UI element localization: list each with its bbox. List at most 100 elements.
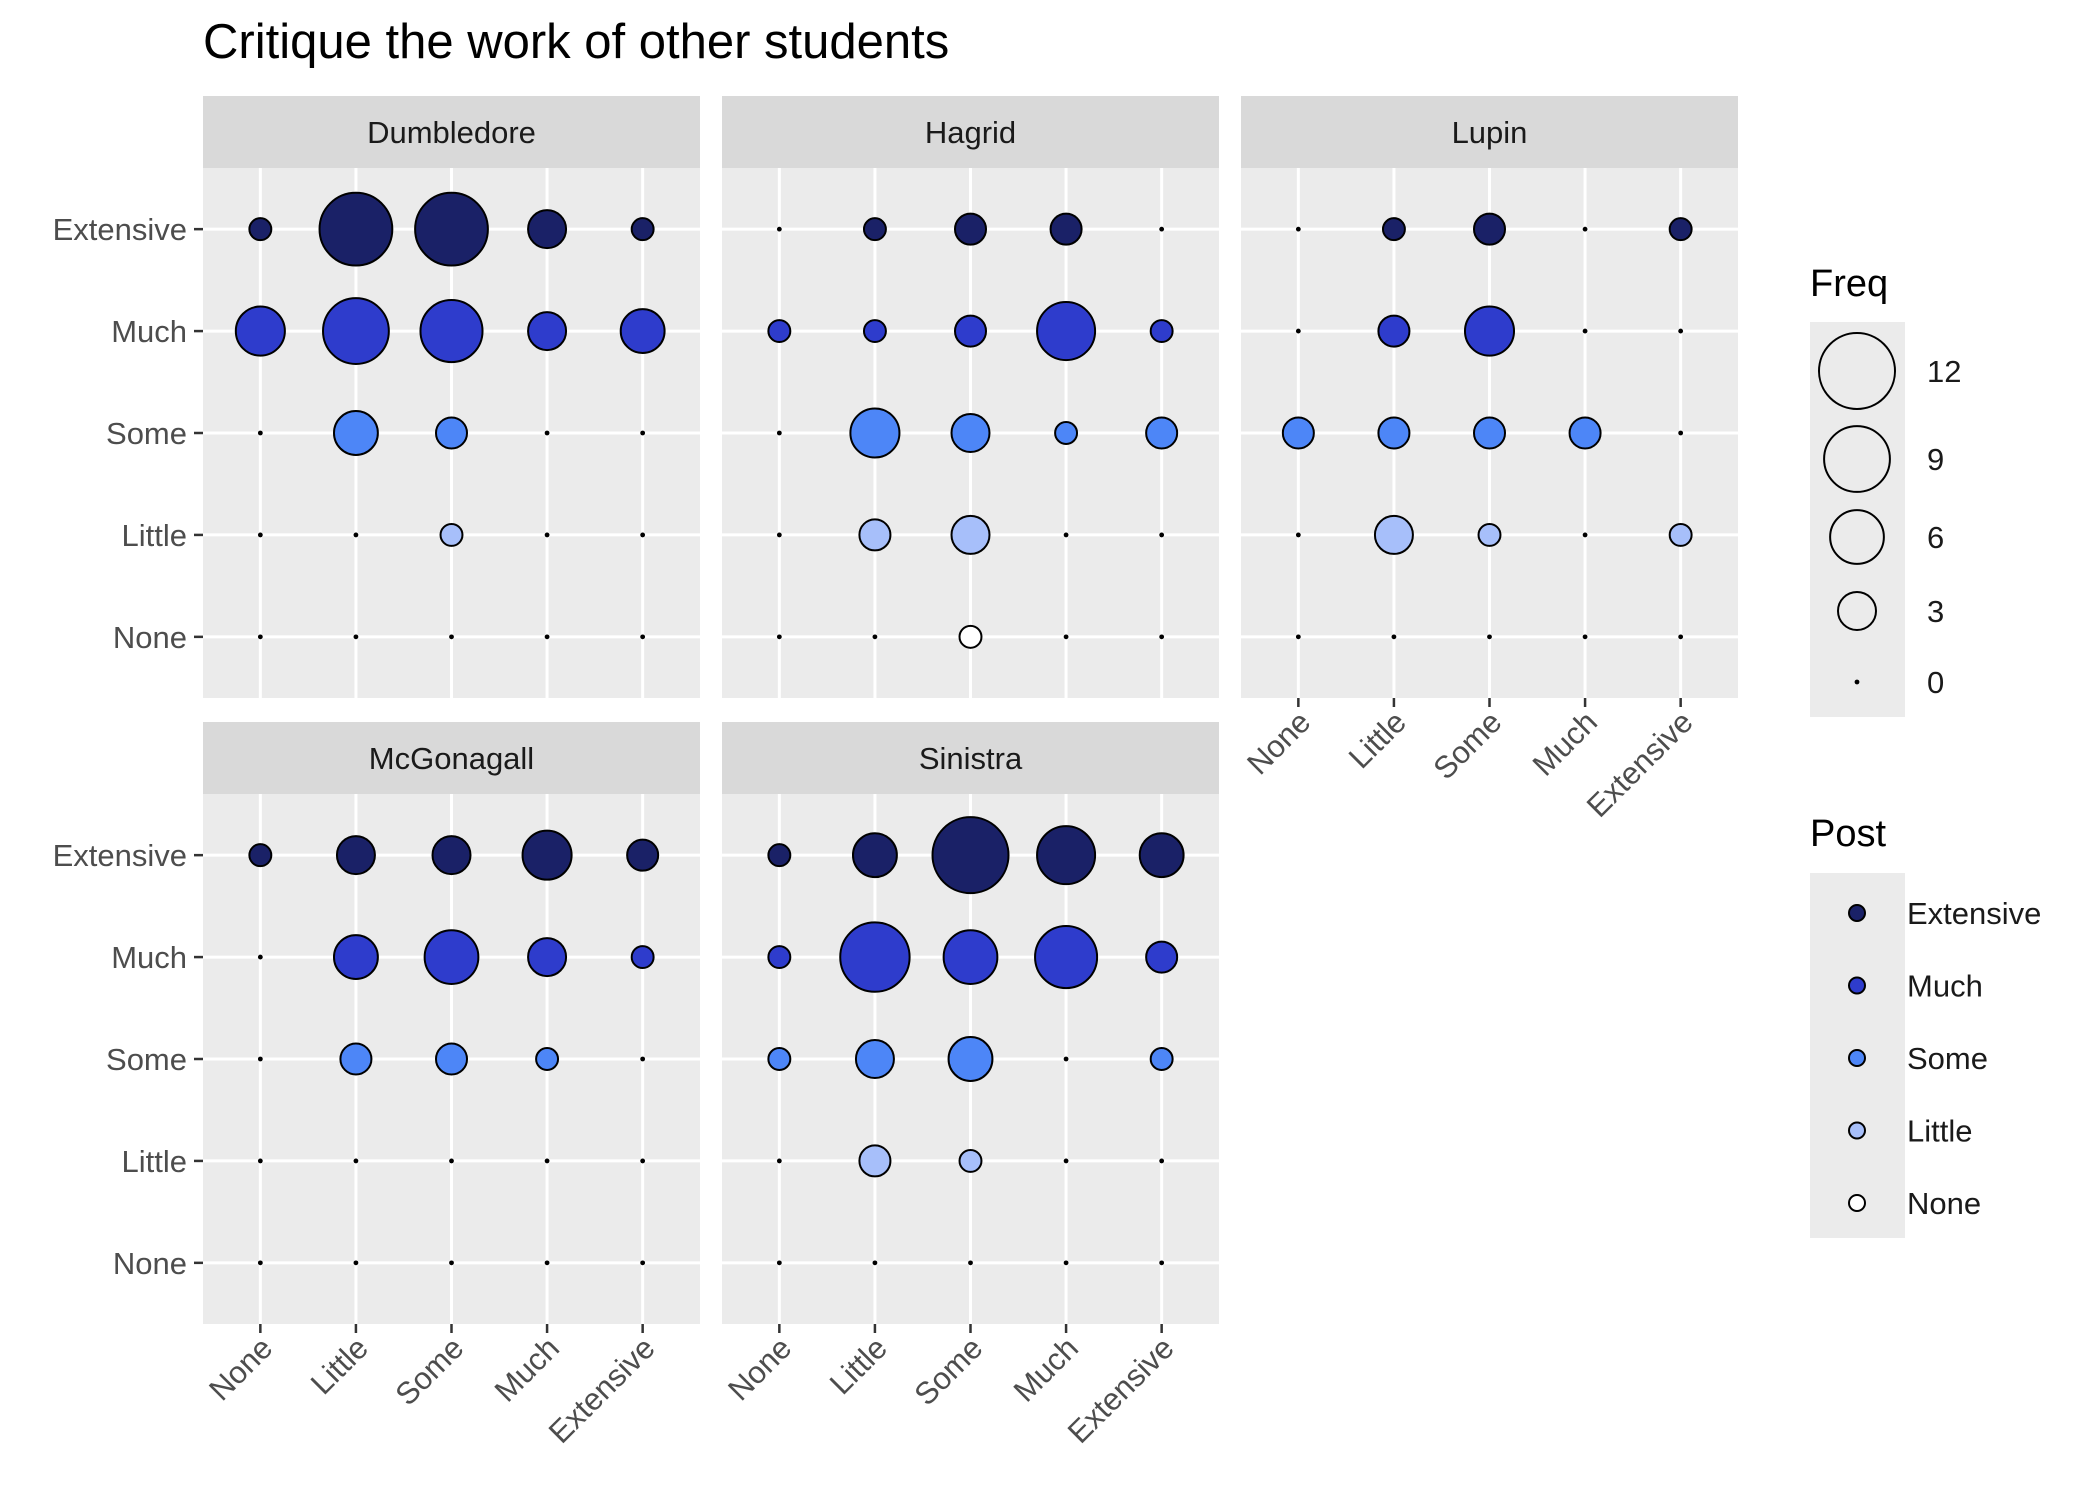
facet-strip xyxy=(1241,96,1738,168)
data-point xyxy=(839,921,911,993)
data-point xyxy=(767,319,792,344)
data-point xyxy=(527,937,568,978)
size-legend-label: 9 xyxy=(1927,442,1944,477)
data-point xyxy=(776,1260,782,1266)
data-point xyxy=(1295,226,1301,232)
y-tick-label: None xyxy=(113,1246,187,1281)
data-point xyxy=(1582,226,1588,232)
data-point xyxy=(854,1039,895,1079)
data-point xyxy=(958,624,983,649)
y-tick-label: Little xyxy=(122,1144,187,1179)
data-point xyxy=(630,217,655,242)
data-point xyxy=(1477,522,1502,547)
data-point xyxy=(439,522,464,547)
data-point xyxy=(1487,634,1492,640)
facet-strip xyxy=(203,722,700,794)
facet-strip xyxy=(203,96,700,168)
data-point xyxy=(1568,416,1602,450)
y-tick-label: Some xyxy=(106,1042,187,1077)
data-point xyxy=(322,297,390,365)
data-point xyxy=(1472,416,1507,450)
data-point xyxy=(434,1042,469,1076)
x-tick-label: Little xyxy=(304,1330,375,1401)
data-point xyxy=(1159,1260,1165,1266)
size-legend-key xyxy=(1854,679,1860,685)
data-point xyxy=(1281,416,1315,450)
data-point xyxy=(1381,217,1406,242)
x-tick-label: Some xyxy=(1426,704,1508,786)
data-point xyxy=(1063,1158,1069,1164)
data-point xyxy=(1668,217,1693,242)
color-legend-key-little xyxy=(1848,1121,1866,1140)
data-point xyxy=(544,430,550,436)
data-point xyxy=(353,634,359,640)
data-point xyxy=(257,1158,263,1164)
data-point xyxy=(257,1260,263,1266)
data-point xyxy=(958,1148,983,1173)
data-point xyxy=(1063,532,1069,538)
data-point xyxy=(1149,1047,1174,1071)
data-point xyxy=(950,413,991,453)
data-point xyxy=(1036,301,1097,362)
data-point xyxy=(419,299,484,364)
facet-hagrid: Hagrid xyxy=(722,96,1219,698)
data-point xyxy=(257,1056,263,1062)
color-legend-label: Extensive xyxy=(1907,896,2041,931)
data-point xyxy=(1668,522,1693,547)
data-point xyxy=(767,843,792,868)
color-legend-key-some xyxy=(1848,1049,1866,1067)
data-point xyxy=(1159,226,1165,232)
color-legend-label: Some xyxy=(1907,1041,1988,1076)
x-tick-label: Much xyxy=(1007,1330,1085,1408)
data-point xyxy=(449,634,454,640)
data-point xyxy=(950,514,991,555)
x-tick-label: Little xyxy=(1342,704,1413,775)
data-point xyxy=(640,1056,646,1062)
facet-strip-label: McGonagall xyxy=(369,741,534,776)
data-point xyxy=(1063,1260,1069,1266)
data-point xyxy=(1377,314,1411,348)
size-legend-key xyxy=(1823,425,1891,493)
data-point xyxy=(776,430,782,436)
size-legend-label: 12 xyxy=(1927,354,1961,389)
x-tick-label: Extensive xyxy=(1580,704,1700,824)
size-legend-key xyxy=(1818,332,1896,410)
data-point xyxy=(353,1260,359,1266)
data-point xyxy=(1678,634,1684,640)
data-point xyxy=(1034,925,1099,990)
x-tick-label: Extensive xyxy=(1061,1330,1181,1450)
data-point xyxy=(1582,328,1588,334)
data-point xyxy=(767,1047,792,1071)
data-point xyxy=(257,954,263,960)
facet-strip-label: Hagrid xyxy=(925,115,1016,150)
chart-title: Critique the work of other students xyxy=(203,15,949,69)
data-point xyxy=(968,1260,973,1266)
data-point xyxy=(858,1144,892,1178)
data-point xyxy=(332,934,379,981)
y-tick-label: None xyxy=(113,620,187,655)
data-point xyxy=(630,945,655,970)
data-point xyxy=(544,1260,550,1266)
data-point xyxy=(849,407,901,459)
facet-strip-label: Lupin xyxy=(1452,115,1528,150)
facet-strip xyxy=(722,722,1219,794)
color-legend-label: None xyxy=(1907,1186,1981,1221)
facet-dumbledore: Dumbledore None Little Some Much Extensive xyxy=(53,96,700,698)
facet-strip xyxy=(722,96,1219,168)
data-point xyxy=(767,945,792,970)
data-point xyxy=(640,430,646,436)
y-tick-label: Much xyxy=(111,940,187,975)
data-point xyxy=(640,1260,646,1266)
data-point xyxy=(776,532,782,538)
data-point xyxy=(1582,532,1588,538)
x-tick-label: None xyxy=(721,1330,798,1407)
y-tick-label: Some xyxy=(106,416,187,451)
data-point xyxy=(257,634,263,640)
data-point xyxy=(1145,940,1179,974)
data-point xyxy=(1391,634,1397,640)
color-legend: Post Extensive Much Some Little None xyxy=(1810,813,2041,1238)
data-point xyxy=(872,1260,878,1266)
